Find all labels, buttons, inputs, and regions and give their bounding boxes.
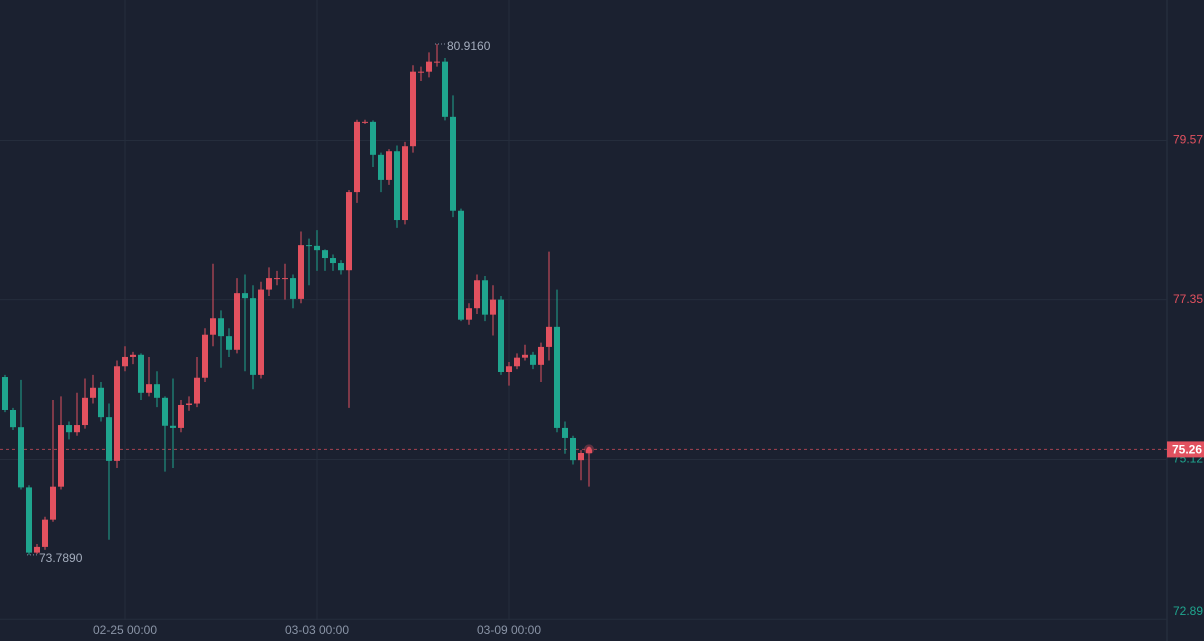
candle-body: [466, 308, 472, 320]
candle-body: [138, 354, 144, 393]
y-tick-label: 72.89: [1173, 604, 1203, 618]
candle-body: [578, 452, 584, 461]
x-tick-label: 03-09 00:00: [477, 623, 541, 637]
annotation-label: 73.7890: [39, 551, 83, 565]
candle-body: [2, 377, 8, 410]
candle-body: [410, 71, 416, 147]
candle-body: [322, 250, 328, 259]
candle-body: [570, 437, 576, 461]
candle-body: [482, 280, 488, 315]
candle-body: [74, 425, 80, 433]
candle-body: [226, 336, 232, 350]
candle-body: [370, 121, 376, 155]
candle-body: [378, 154, 384, 180]
candle-body: [90, 387, 96, 398]
candle-body: [210, 318, 216, 335]
candle-body: [218, 318, 224, 337]
candle-body: [490, 299, 496, 315]
candle-body: [506, 366, 512, 372]
candle-body: [434, 61, 440, 63]
candle-body: [234, 293, 240, 350]
candle-body: [114, 366, 120, 461]
candle-body: [162, 397, 168, 426]
candle-body: [426, 61, 432, 72]
candle-body: [258, 289, 264, 375]
candle-body: [122, 356, 128, 367]
candle-body: [130, 354, 136, 357]
last-price-box: [1167, 441, 1204, 458]
candle-body: [82, 397, 88, 426]
candle-body: [498, 299, 504, 372]
annotation-label: 80.9160: [447, 39, 491, 53]
candle-body: [50, 486, 56, 520]
candle-body: [146, 384, 152, 393]
candle-body: [242, 293, 248, 299]
candle-body: [394, 151, 400, 221]
candle-body: [562, 427, 568, 438]
candle-body: [530, 354, 536, 365]
candle-body: [66, 425, 72, 433]
candle-body: [538, 346, 544, 365]
candle-body: [282, 278, 288, 280]
candle-body: [250, 298, 256, 375]
candle-body: [98, 387, 104, 418]
candle-body: [34, 546, 40, 553]
candle-body: [338, 263, 344, 271]
candle-body: [26, 487, 32, 553]
candle-body: [474, 280, 480, 309]
x-tick-label: 03-03 00:00: [285, 623, 349, 637]
candle-body: [186, 403, 192, 405]
x-tick-label: 02-25 00:00: [93, 623, 157, 637]
candle-body: [554, 326, 560, 428]
candle-body: [170, 425, 176, 428]
candle-body: [402, 146, 408, 221]
candle-body: [58, 425, 64, 487]
y-tick-label: 77.35: [1173, 292, 1203, 306]
candle-body: [330, 258, 336, 264]
candle-body: [266, 278, 272, 290]
candle-body: [306, 245, 312, 247]
candle-body: [522, 354, 528, 358]
candle-body: [10, 409, 16, 428]
candle-body: [178, 404, 184, 428]
candle-body: [106, 417, 112, 461]
candle-body: [42, 519, 48, 547]
candle-body: [194, 377, 200, 404]
candle-body: [290, 278, 296, 299]
last-price-label: 75.26: [1172, 443, 1202, 457]
candle-body: [458, 210, 464, 320]
candle-body: [386, 151, 392, 180]
candle-body: [362, 121, 368, 123]
candle-body: [202, 334, 208, 378]
candle-body: [314, 245, 320, 251]
candle-body: [418, 71, 424, 73]
candle-body: [274, 278, 280, 280]
candle-body: [354, 121, 360, 193]
candle-body: [154, 384, 160, 398]
candle-body: [450, 116, 456, 211]
y-tick-label: 79.57: [1173, 133, 1203, 147]
candle-body: [514, 357, 520, 367]
candle-body: [298, 245, 304, 299]
candle-body: [546, 326, 552, 347]
candle-body: [346, 192, 352, 271]
current-price-dot: [586, 446, 592, 452]
candle-body: [18, 427, 24, 488]
candle-body: [442, 61, 448, 117]
